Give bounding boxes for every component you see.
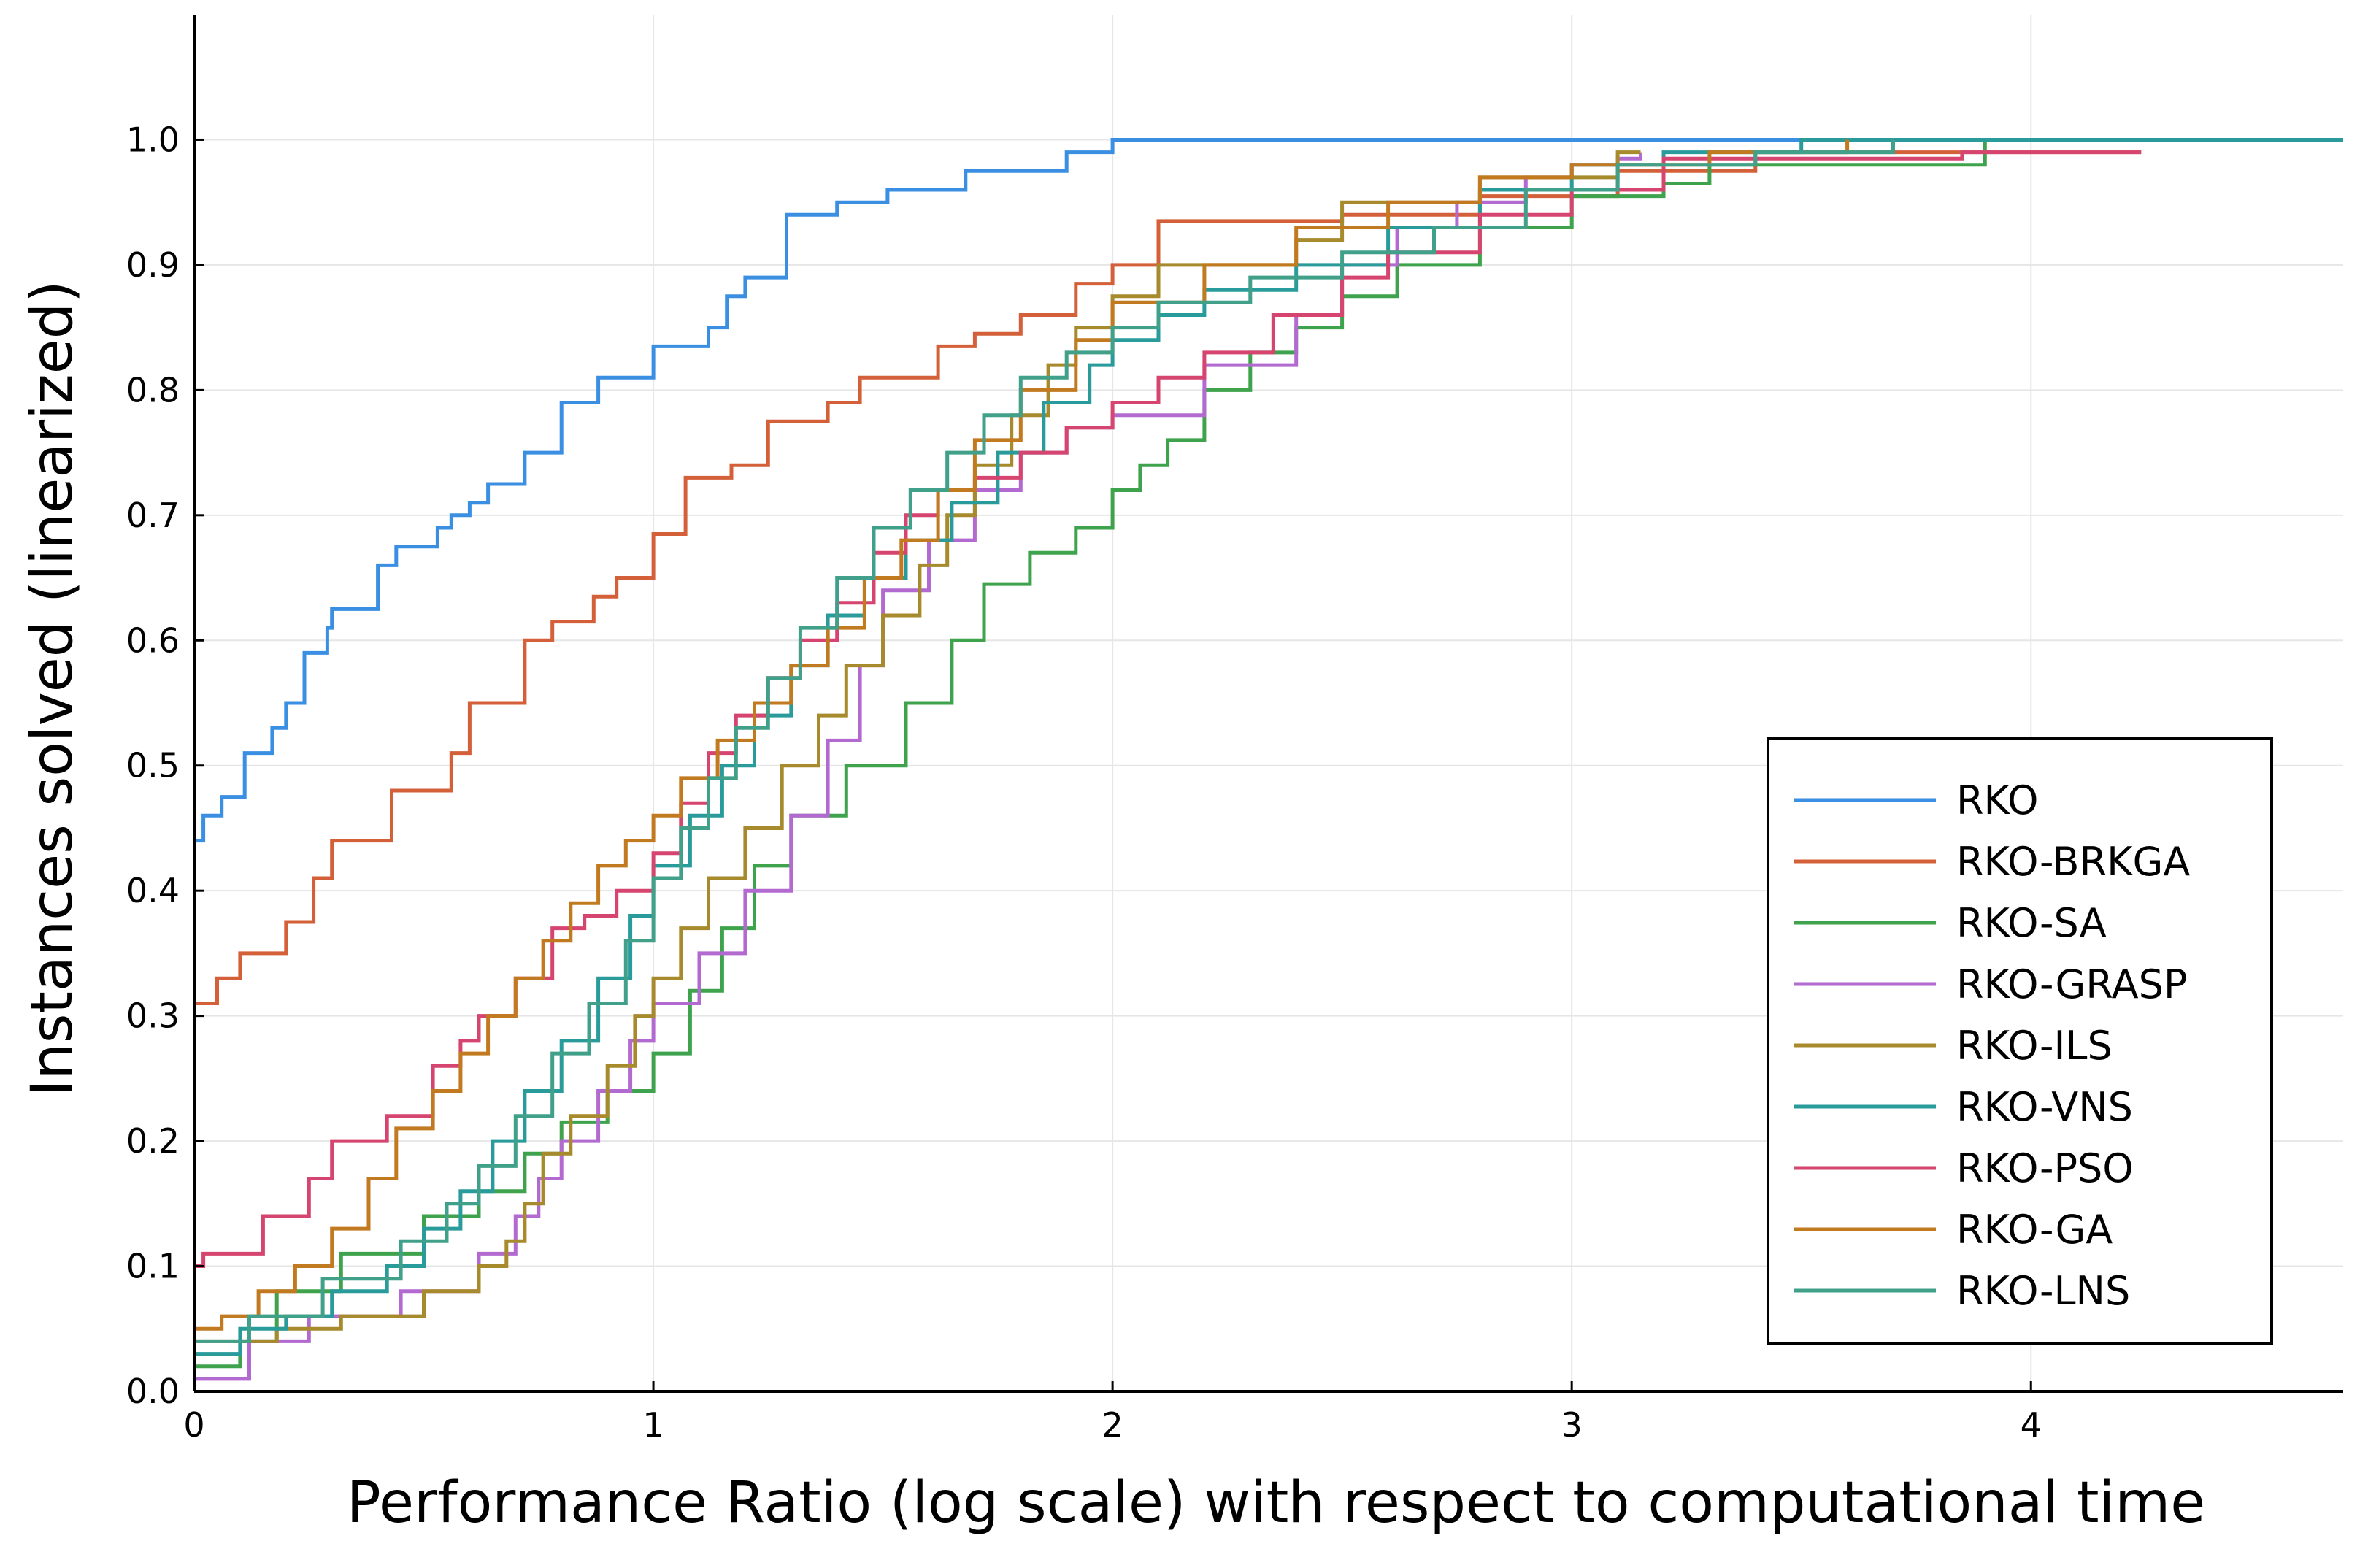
legend-label-rko-pso: RKO-PSO xyxy=(1956,1145,2134,1191)
y-tick-label: 0.0 xyxy=(126,1372,180,1411)
legend-label-rko-vns: RKO-VNS xyxy=(1956,1084,2133,1130)
series-line-rko-sa xyxy=(194,138,2343,1369)
y-tick-label: 0.6 xyxy=(126,620,180,660)
y-tick-label: 0.3 xyxy=(126,996,180,1036)
legend-label-rko-ga: RKO-GA xyxy=(1956,1207,2113,1253)
axes xyxy=(193,15,2343,1393)
y-axis-title: Instances solved (linearized) xyxy=(20,280,85,1096)
x-tick-label: 2 xyxy=(1102,1405,1123,1445)
y-tick-label: 0.9 xyxy=(126,245,180,285)
x-axis-ticks: 0 1 2 3 4 xyxy=(183,1381,2042,1445)
legend-box xyxy=(1767,737,2273,1345)
series-layer xyxy=(194,138,2343,1381)
y-tick-label: 0.1 xyxy=(126,1247,180,1286)
x-tick-label: 3 xyxy=(1561,1405,1583,1445)
y-tick-label: 1.0 xyxy=(126,120,180,159)
legend-label-rko-sa: RKO-SA xyxy=(1956,900,2107,946)
y-tick-label: 0.5 xyxy=(126,746,180,785)
legend-label-rko-grasp: RKO-GRASP xyxy=(1956,961,2187,1007)
x-tick-label: 1 xyxy=(642,1405,664,1445)
y-axis-ticks: 0.0 0.1 0.2 0.3 0.4 0.5 0.6 0.7 0.8 0.9 1.0 xyxy=(126,120,204,1411)
series-line-rko-brkga xyxy=(194,150,2142,1005)
x-axis-title: Performance Ratio (log scale) with respe… xyxy=(347,1470,2205,1536)
legend: RKO RKO-BRKGA RKO-SA RKO-GRASP RKO-ILS RKO-VN… xyxy=(1767,737,2273,1345)
legend-label-rko: RKO xyxy=(1956,777,2038,823)
x-tick-label: 4 xyxy=(2021,1405,2042,1445)
series-line-rko-ga xyxy=(194,139,1850,1331)
y-tick-label: 0.2 xyxy=(126,1121,180,1161)
legend-label-rko-brkga: RKO-BRKGA xyxy=(1956,839,2190,885)
series-line-rko-lns xyxy=(194,139,1895,1343)
legend-label-rko-ils: RKO-ILS xyxy=(1956,1023,2113,1069)
series-line-rko-ils xyxy=(194,150,1641,1343)
series-line-rko xyxy=(194,138,2343,843)
y-tick-label: 0.7 xyxy=(126,496,180,535)
legend-label-rko-lns: RKO-LNS xyxy=(1956,1268,2130,1314)
x-tick-label: 0 xyxy=(183,1405,204,1445)
y-tick-label: 0.4 xyxy=(126,871,180,910)
y-tick-label: 0.8 xyxy=(126,370,180,410)
